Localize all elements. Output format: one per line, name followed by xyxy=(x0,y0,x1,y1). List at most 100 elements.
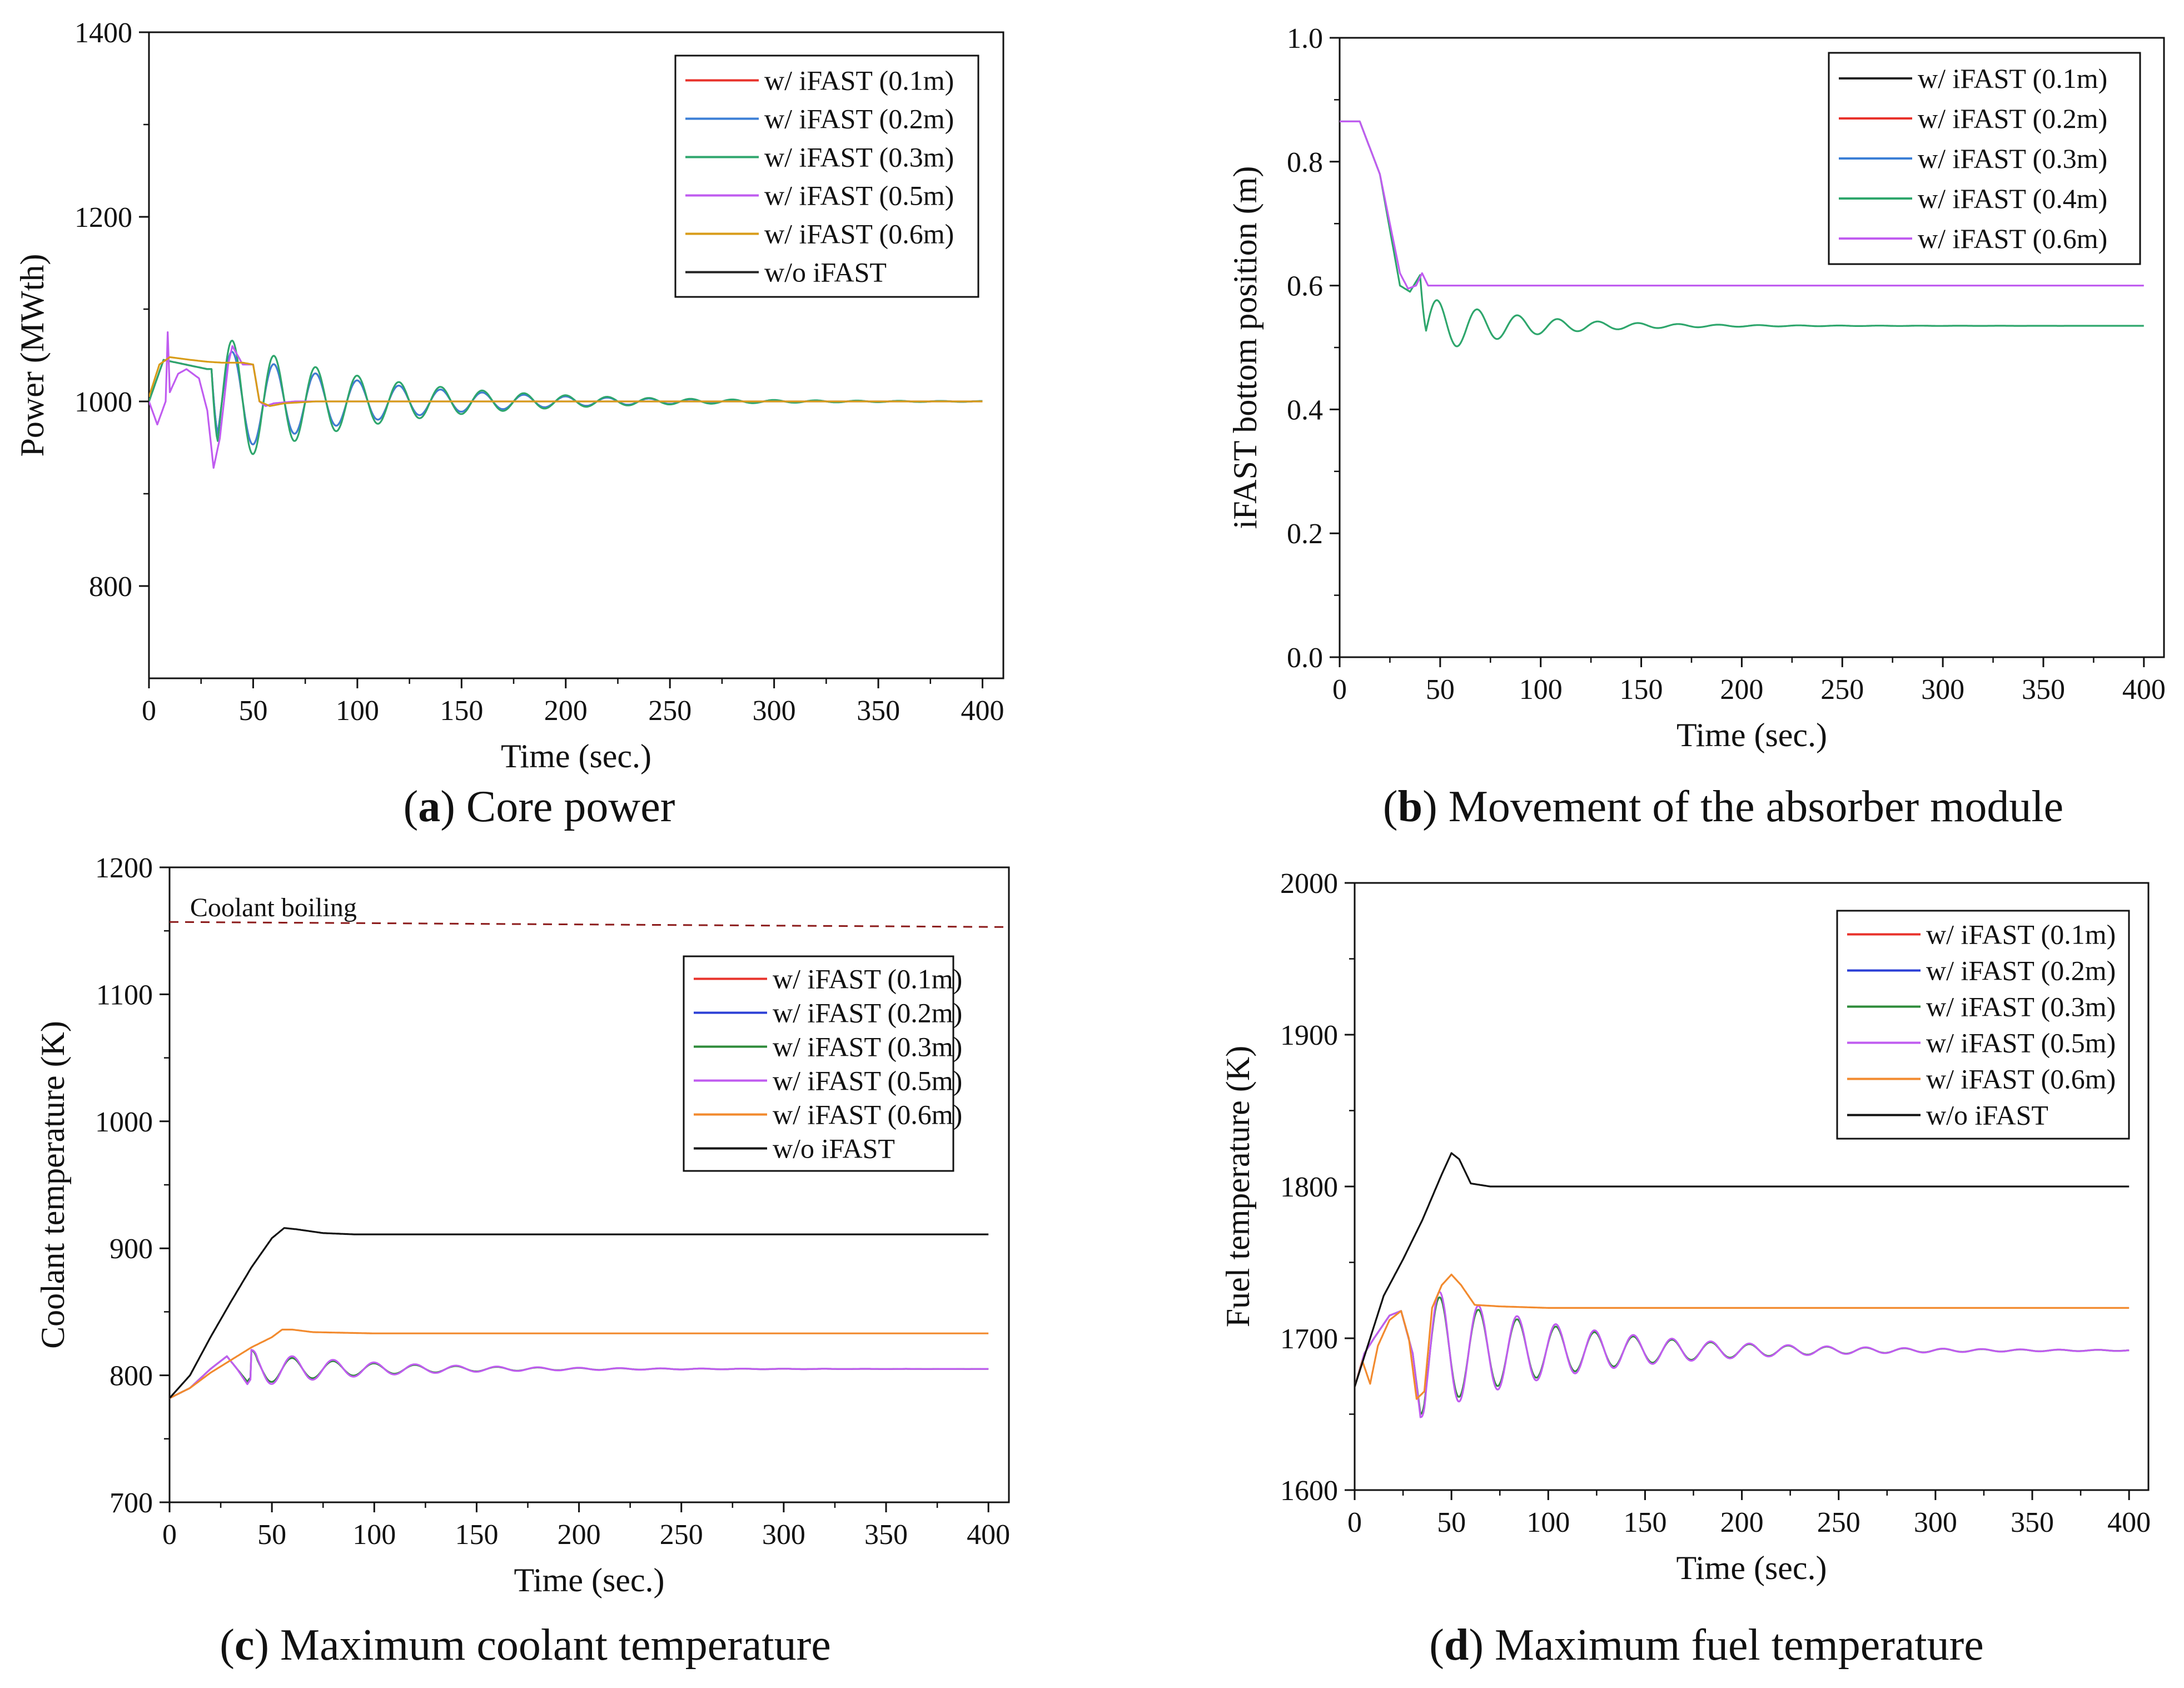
legend-label-b-3: w/ iFAST (0.4m) xyxy=(1918,183,2107,214)
legend-label-b-2: w/ iFAST (0.3m) xyxy=(1918,143,2107,174)
legend-label-b-1: w/ iFAST (0.2m) xyxy=(1918,103,2107,134)
series-line-d-2 xyxy=(1355,1296,2130,1416)
x-tick-label-d: 50 xyxy=(1437,1507,1466,1538)
x-tick-label-c: 50 xyxy=(257,1519,286,1551)
x-tick-label-c: 400 xyxy=(967,1519,1010,1551)
legend-label-a-3: w/ iFAST (0.5m) xyxy=(764,180,954,211)
panel-absorber-movement: 0 50 100 150 200 250 300 350 400 0.0 0.2 0.4 0.6 0.8 1… xyxy=(1227,23,2166,753)
caption-d-letter: d xyxy=(1444,1621,1469,1670)
y-tick-label-c: 700 xyxy=(110,1487,153,1519)
caption-d: (d) Maximum fuel temperature xyxy=(1429,1621,1983,1670)
x-tick-label-a: 250 xyxy=(648,695,691,727)
x-axis-label-b: Time (sec.) xyxy=(1676,717,1827,753)
caption-b-letter: b xyxy=(1398,782,1423,831)
x-tick-label-c: 350 xyxy=(864,1519,908,1551)
legend-label-d-2: w/ iFAST (0.3m) xyxy=(1926,991,2116,1022)
series-line-b-4 xyxy=(1340,120,2144,290)
y-tick-label-d: 1700 xyxy=(1280,1323,1338,1355)
panel-core-power: 0 50 100 150 200 250 300 350 400 800 1000 1200 1400 T… xyxy=(14,17,1004,775)
legend-box-d xyxy=(1836,910,2130,1140)
caption-b-text: Movement of the absorber module xyxy=(1437,782,2063,831)
annotation-text-c: Coolant boiling xyxy=(190,893,357,922)
legend-label-d-5: w/o iFAST xyxy=(1926,1100,2048,1131)
legend-label-c-5: w/o iFAST xyxy=(773,1133,895,1164)
series-line-c-4 xyxy=(170,1328,989,1399)
series-group-c xyxy=(170,1227,989,1399)
legend-label-a-4: w/ iFAST (0.6m) xyxy=(764,219,954,250)
legend-label-b-4: w/ iFAST (0.6m) xyxy=(1918,223,2107,254)
y-tick-label-d: 1900 xyxy=(1280,1020,1338,1051)
x-tick-label-c: 100 xyxy=(352,1519,396,1551)
x-axis-label-a: Time (sec.) xyxy=(501,738,651,775)
series-line-a-2 xyxy=(149,340,983,455)
caption-a-letter: a xyxy=(418,782,440,831)
legend-label-d-4: w/ iFAST (0.6m) xyxy=(1926,1064,2116,1095)
x-tick-label-a: 200 xyxy=(544,695,588,727)
series-line-a-4 xyxy=(149,356,983,407)
caption-a-text: Core power xyxy=(455,782,675,831)
y-tick-label-b: 1.0 xyxy=(1287,23,1323,54)
legend-label-b-0: w/ iFAST (0.1m) xyxy=(1918,63,2107,94)
series-line-d-4 xyxy=(1355,1273,2130,1400)
series-group-b xyxy=(1340,120,2144,347)
legend-label-c-2: w/ iFAST (0.3m) xyxy=(773,1031,962,1063)
caption-a: (a) Core power xyxy=(404,782,675,831)
y-tick-label-d: 1600 xyxy=(1280,1475,1338,1507)
caption-c-text: Maximum coolant temperature xyxy=(269,1621,831,1670)
caption-d-text: Maximum fuel temperature xyxy=(1484,1621,1984,1670)
y-tick-label-a: 1000 xyxy=(74,386,132,418)
x-tick-label-b: 300 xyxy=(1921,674,1964,706)
legend-label-a-2: w/ iFAST (0.3m) xyxy=(764,142,954,173)
x-tick-label-d: 0 xyxy=(1347,1507,1362,1538)
x-tick-label-d: 150 xyxy=(1623,1507,1666,1538)
caption-c-letter: c xyxy=(235,1621,255,1670)
x-tick-label-a: 350 xyxy=(857,695,900,727)
y-axis-label-b: iFAST bottom position (m) xyxy=(1227,166,1263,529)
x-tick-label-c: 300 xyxy=(762,1519,805,1551)
series-line-d-5 xyxy=(1355,1152,2130,1387)
y-tick-label-a: 800 xyxy=(89,571,132,603)
x-tick-label-b: 400 xyxy=(2122,674,2166,706)
y-tick-label-b: 0.0 xyxy=(1287,642,1323,674)
series-line-c-5 xyxy=(170,1227,989,1399)
x-tick-label-b: 150 xyxy=(1620,674,1663,706)
x-tick-label-d: 300 xyxy=(1914,1507,1957,1538)
y-axis-label-a: Power (MWth) xyxy=(14,254,51,457)
y-tick-label-b: 0.6 xyxy=(1287,271,1323,302)
y-tick-label-a: 1400 xyxy=(74,17,132,49)
legend-label-a-1: w/ iFAST (0.2m) xyxy=(764,103,954,135)
x-axis-label-c: Time (sec.) xyxy=(514,1562,664,1598)
y-axis-label-c: Coolant temperature (K) xyxy=(34,1021,71,1349)
legend-label-d-0: w/ iFAST (0.1m) xyxy=(1926,919,2116,950)
y-tick-label-b: 0.4 xyxy=(1287,394,1323,426)
x-tick-label-b: 100 xyxy=(1519,674,1563,706)
y-tick-label-d: 1800 xyxy=(1280,1171,1338,1203)
panel-coolant-temperature: 0 50 100 150 200 250 300 350 400 700 800 900 1000 110… xyxy=(34,852,1010,1598)
legend-box-c xyxy=(683,955,954,1172)
y-tick-label-d: 2000 xyxy=(1280,868,1338,900)
x-tick-label-d: 350 xyxy=(2011,1507,2054,1538)
annotation-line-c xyxy=(169,921,1009,928)
series-group-a xyxy=(149,331,983,469)
y-tick-label-c: 1000 xyxy=(95,1106,153,1138)
y-tick-label-c: 1100 xyxy=(96,979,153,1011)
caption-c: (c) Maximum coolant temperature xyxy=(220,1621,831,1670)
y-tick-label-c: 800 xyxy=(110,1361,153,1392)
x-tick-label-d: 250 xyxy=(1817,1507,1860,1538)
y-tick-label-c: 1200 xyxy=(95,852,153,884)
y-axis-label-d: Fuel temperature (K) xyxy=(1220,1046,1256,1327)
x-tick-label-b: 0 xyxy=(1332,674,1347,706)
x-tick-label-d: 200 xyxy=(1720,1507,1764,1538)
x-tick-label-b: 200 xyxy=(1720,674,1763,706)
x-tick-label-d: 100 xyxy=(1526,1507,1570,1538)
series-line-c-3 xyxy=(170,1349,989,1399)
legend-label-d-1: w/ iFAST (0.2m) xyxy=(1926,955,2116,986)
plot-frame-a xyxy=(148,31,1004,679)
x-tick-label-a: 50 xyxy=(238,695,267,727)
x-tick-label-c: 150 xyxy=(455,1519,498,1551)
x-tick-label-a: 300 xyxy=(753,695,796,727)
y-tick-label-b: 0.8 xyxy=(1287,147,1323,178)
legend-label-a-0: w/ iFAST (0.1m) xyxy=(764,65,954,96)
caption-b: (b) Movement of the absorber module xyxy=(1383,782,2063,831)
x-tick-label-a: 400 xyxy=(961,695,1004,727)
